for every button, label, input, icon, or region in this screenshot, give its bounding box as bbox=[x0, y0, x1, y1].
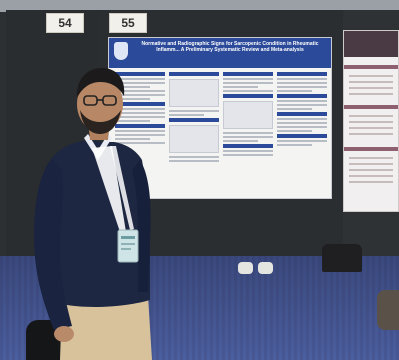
ceiling bbox=[0, 0, 399, 12]
left-hand bbox=[54, 326, 74, 342]
glasses-icon bbox=[83, 95, 117, 106]
booth-number-55: 55 bbox=[109, 13, 147, 33]
booth-number-54: 54 bbox=[46, 13, 84, 33]
left-arm bbox=[34, 158, 72, 330]
shirt-collar bbox=[84, 134, 112, 160]
head bbox=[77, 76, 123, 132]
poster-title: Normative and Radiographic Signs for Sar… bbox=[141, 41, 319, 53]
name-badge bbox=[117, 229, 139, 263]
research-poster: Normative and Radiographic Signs for Sar… bbox=[108, 37, 332, 199]
beard bbox=[80, 110, 121, 134]
poster-column-4 bbox=[277, 72, 327, 192]
poster-column-1 bbox=[115, 72, 165, 192]
background-person-legs bbox=[322, 244, 362, 272]
poster-column-2 bbox=[169, 72, 219, 192]
university-shield-icon bbox=[114, 42, 128, 60]
poster-header: Normative and Radiographic Signs for Sar… bbox=[109, 38, 331, 68]
navy-sweater bbox=[52, 140, 150, 307]
poster-column-3 bbox=[223, 72, 273, 192]
background-person-shoes bbox=[236, 252, 276, 278]
hair bbox=[76, 68, 125, 98]
right-arm bbox=[132, 160, 151, 292]
lanyard bbox=[92, 146, 126, 232]
khaki-pants bbox=[60, 296, 152, 360]
lanyard-right bbox=[110, 146, 134, 230]
bystander-edge bbox=[377, 290, 399, 330]
